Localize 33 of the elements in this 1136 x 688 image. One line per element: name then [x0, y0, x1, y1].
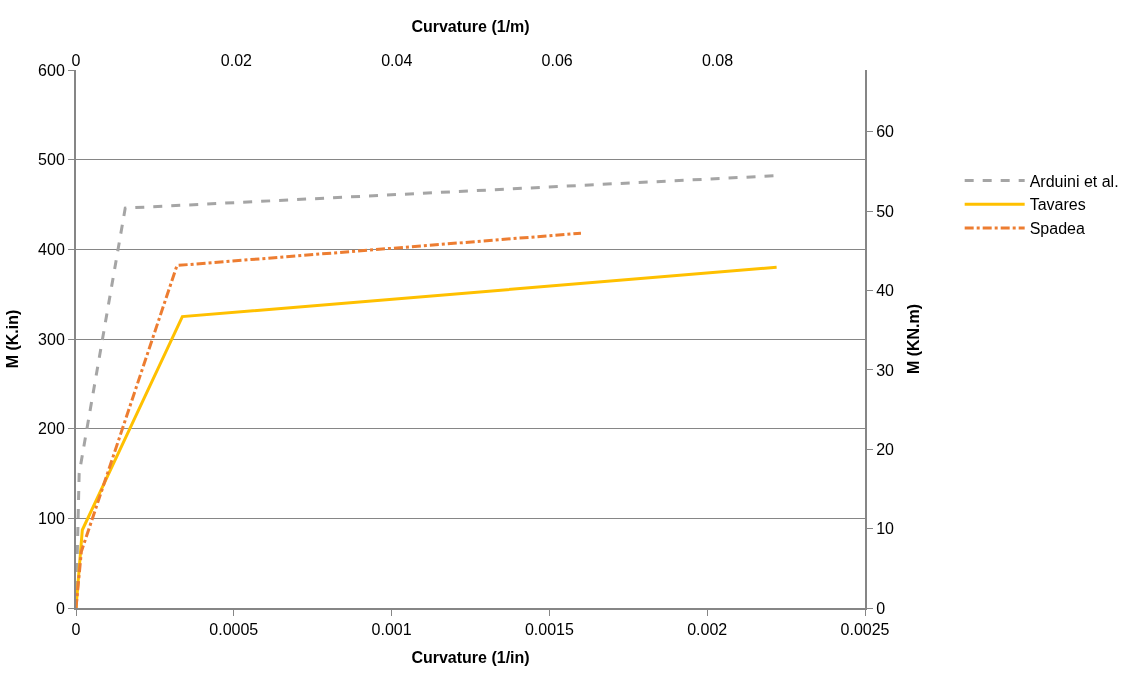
- y2-tick-label: 10: [876, 520, 895, 538]
- y-tick-label: 500: [38, 151, 65, 169]
- x2-tick-label: 0: [71, 51, 81, 69]
- x-tick-label: 0.002: [687, 621, 728, 639]
- y2-axis-title: M (KN.m): [905, 303, 923, 375]
- x2-axis-title: Curvature (1/m): [411, 17, 530, 35]
- x-tick-label: 0: [71, 621, 81, 639]
- y2-tick-label: 40: [876, 282, 895, 300]
- y-tick-label: 300: [38, 330, 65, 348]
- legend-label: Arduini et al.: [1029, 172, 1119, 190]
- legend-label: Tavares: [1029, 196, 1086, 214]
- y-tick-label: 0: [55, 599, 65, 617]
- x-axis-title: Curvature (1/in): [411, 649, 530, 667]
- x2-tick-label: 0.06: [541, 51, 573, 69]
- x2-tick-label: 0.08: [701, 51, 734, 69]
- y2-tick-label: 60: [876, 123, 895, 141]
- x-tick-label: 0.001: [371, 621, 412, 639]
- x2-tick-label: 0.04: [381, 51, 413, 69]
- x-tick-label: 0.0025: [840, 621, 890, 639]
- y2-tick-label: 0: [876, 599, 886, 617]
- y-axis-title: M (K.in): [4, 309, 22, 369]
- x-tick-label: 0.0005: [209, 621, 259, 639]
- legend-label: Spadea: [1029, 220, 1085, 238]
- x2-tick-label: 0.02: [220, 51, 253, 69]
- y-tick-label: 100: [38, 509, 65, 527]
- y-tick-label: 400: [38, 240, 65, 258]
- line-series: [76, 231, 583, 608]
- y2-tick-label: 50: [876, 202, 895, 220]
- y-tick-label: 200: [38, 420, 65, 438]
- x-tick-label: 0.0015: [524, 621, 574, 639]
- y2-tick-label: 30: [876, 361, 895, 379]
- y2-tick-label: 20: [876, 440, 895, 458]
- y-tick-label: 600: [38, 61, 65, 79]
